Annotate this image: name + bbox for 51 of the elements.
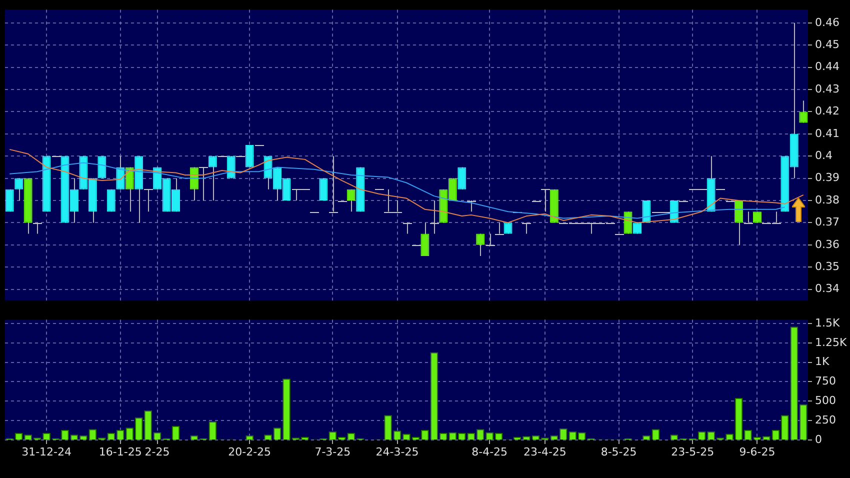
candlestick — [734, 200, 744, 246]
y-tick-label: 0.43 — [815, 82, 840, 96]
y-tick-label: 0.37 — [815, 216, 840, 229]
y-tick-label: 1K — [815, 355, 830, 368]
candlestick — [32, 222, 42, 234]
y-tick-label: 0.46 — [815, 16, 840, 29]
candlestick — [466, 200, 476, 212]
x-tick-label: 24-3-25 — [376, 445, 419, 458]
y-tick-label: 0.4 — [815, 148, 832, 162]
candlestick — [486, 233, 496, 246]
y-tick-label: 0.36 — [815, 238, 840, 251]
x-tick-label: 31-12-24 — [22, 445, 72, 458]
y-tick-label: 750 — [815, 374, 836, 388]
y-tick-label: 1.25K — [815, 336, 848, 349]
x-tick-label: 16-1-25 — [98, 445, 142, 458]
x-tick-label: 8-5-25 — [600, 445, 637, 458]
y-tick-label: 0.34 — [815, 282, 840, 296]
y-tick-label: 1.5K — [815, 316, 840, 330]
y-tick-label: 0.35 — [815, 260, 840, 273]
candlestick — [208, 156, 217, 202]
candlestick — [494, 222, 504, 235]
y-tick-label: 0.44 — [815, 60, 840, 74]
candlestick — [522, 222, 532, 234]
candlestick — [430, 200, 440, 234]
y-tick-label: 0.42 — [815, 104, 840, 118]
y-tick-label: 0.45 — [815, 38, 840, 51]
candlestick — [198, 166, 208, 202]
candlestick — [328, 156, 338, 213]
x-tick-label: 20-2-25 — [228, 445, 272, 458]
y-tick-label: 0.39 — [815, 171, 840, 184]
x-tick-label: 9-6-25 — [739, 445, 776, 458]
x-tick-label: 8-4-25 — [472, 445, 508, 458]
y-tick-label: 500 — [815, 394, 836, 408]
candlestick — [245, 144, 254, 168]
x-tick-label: 2-25 — [144, 445, 170, 458]
y-tick-label: 250 — [815, 413, 836, 426]
y-tick-label: 0.41 — [815, 126, 840, 140]
candlestick — [402, 222, 412, 234]
candlestick — [476, 233, 485, 257]
candlestick — [125, 166, 134, 212]
candlestick — [190, 166, 198, 202]
y-tick-label: 0 — [815, 432, 822, 446]
x-tick-label: 23-4-25 — [523, 445, 566, 458]
x-tick-label: 7-3-25 — [314, 445, 351, 458]
candlestick — [540, 188, 550, 212]
y-tick-label: 0.38 — [815, 193, 840, 206]
candlestick — [420, 222, 430, 257]
candlestick — [144, 188, 154, 212]
candlestick — [14, 178, 24, 202]
x-tick-label: 23-5-25 — [671, 445, 714, 458]
candlestick — [744, 211, 754, 224]
